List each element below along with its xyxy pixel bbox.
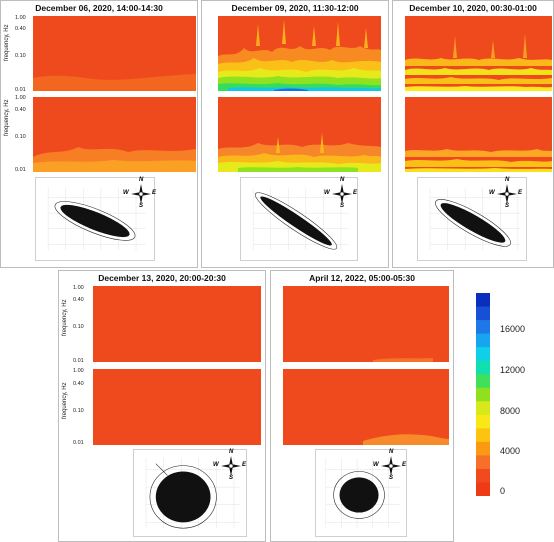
spectrogram-top <box>218 16 381 91</box>
colorbar-tick: 16000 <box>500 324 526 334</box>
colorbar-step <box>476 387 490 402</box>
compass-n: N <box>505 177 510 183</box>
compass-icon: N S W E <box>489 177 523 209</box>
orbit-plot: N S W E <box>240 177 358 261</box>
spectrogram-bottom <box>93 369 261 445</box>
panel-title: December 10, 2020, 00:30-01:00 <box>409 3 537 13</box>
compass-n: N <box>389 449 394 455</box>
colorbar-step <box>476 320 490 335</box>
colorbar-step <box>476 293 490 308</box>
compass-e: E <box>518 190 523 196</box>
panel-title: December 09, 2020, 11:30-12:00 <box>231 3 359 13</box>
panel-dec09: December 09, 2020, 11:30-12:00 <box>201 0 389 268</box>
compass-e: E <box>353 190 358 196</box>
orbit-plot: N S W E <box>35 177 157 261</box>
colorbar-step <box>476 414 490 429</box>
colorbar-step <box>476 374 490 389</box>
y-tick: 1.00 <box>15 95 26 101</box>
colorbar-tick: 8000 <box>500 406 521 416</box>
colorbar-gradient <box>476 293 490 497</box>
compass-icon: N S W E <box>324 177 358 209</box>
panel-apr12: April 12, 2022, 05:00-05:30 N S W E <box>270 270 454 542</box>
panel-title: April 12, 2022, 05:00-05:30 <box>309 273 415 283</box>
compass-n: N <box>229 449 234 455</box>
colorbar-step <box>476 306 490 321</box>
y-axis-label: frequency, Hz <box>4 99 10 136</box>
y-tick: 0.40 <box>15 26 26 32</box>
compass-e: E <box>152 190 157 196</box>
y-axis-label: frequency, Hz <box>4 24 10 61</box>
compass-n: N <box>340 177 345 183</box>
spectrogram-bottom <box>283 369 449 445</box>
colorbar-tick: 0 <box>500 486 506 496</box>
spectrogram-bottom <box>218 97 381 172</box>
compass-icon: N S W E <box>123 177 157 209</box>
compass-e: E <box>242 462 247 468</box>
orbit-plot: N S W E <box>417 177 527 261</box>
colorbar-step <box>476 482 490 497</box>
panel-dec13: December 13, 2020, 20:00-20:30 frequency… <box>58 270 266 542</box>
compass-s: S <box>229 475 234 481</box>
compass-e: E <box>402 462 407 468</box>
spectrogram-bottom <box>405 97 552 172</box>
colorbar-tick: 4000 <box>500 446 521 456</box>
compass-icon: N S W E <box>213 449 247 481</box>
compass-icon: N S W E <box>373 449 407 481</box>
panel-title: December 13, 2020, 20:00-20:30 <box>98 273 226 283</box>
compass-w: W <box>213 462 219 468</box>
y-tick: 0.10 <box>73 408 84 414</box>
compass-w: W <box>123 190 129 196</box>
colorbar-step <box>476 441 490 456</box>
panel-dec10: December 10, 2020, 00:30-01:00 <box>392 0 554 268</box>
spectrogram-bottom <box>33 97 196 172</box>
colorbar-step <box>476 428 490 443</box>
orbit-plot: N S W E <box>133 449 247 537</box>
y-tick: 0.40 <box>73 381 84 387</box>
y-axis-label: frequency, Hz <box>62 382 68 419</box>
y-tick: 1.00 <box>73 368 84 374</box>
spectrogram-top <box>283 286 449 362</box>
compass-n: N <box>139 177 144 183</box>
spectrogram-top <box>33 16 196 91</box>
y-tick: 0.10 <box>15 134 26 140</box>
colorbar <box>476 293 490 497</box>
colorbar-step <box>476 360 490 375</box>
compass-s: S <box>139 203 144 209</box>
spectrogram-top <box>405 16 552 91</box>
y-tick: 1.00 <box>15 15 26 21</box>
colorbar-step <box>476 455 490 470</box>
y-tick: 0.10 <box>15 53 26 59</box>
colorbar-step <box>476 333 490 348</box>
compass-s: S <box>505 203 510 209</box>
compass-w: W <box>373 462 379 468</box>
y-axis-label: frequency, Hz <box>62 299 68 336</box>
y-tick: 0.01 <box>15 167 26 173</box>
compass-s: S <box>389 475 394 481</box>
colorbar-step <box>476 347 490 362</box>
colorbar-step <box>476 468 490 483</box>
y-tick: 0.40 <box>15 107 26 113</box>
panel-title: December 06, 2020, 14:00-14:30 <box>35 3 163 13</box>
compass-s: S <box>340 203 345 209</box>
compass-w: W <box>324 190 330 196</box>
y-tick: 1.00 <box>73 285 84 291</box>
panel-dec06: December 06, 2020, 14:00-14:30 frequency… <box>0 0 198 268</box>
y-tick: 0.40 <box>73 297 84 303</box>
colorbar-step <box>476 401 490 416</box>
y-tick: 0.10 <box>73 324 84 330</box>
y-tick: 0.01 <box>73 440 84 446</box>
compass-w: W <box>489 190 495 196</box>
orbit-plot: N S W E <box>315 449 407 537</box>
colorbar-tick: 12000 <box>500 365 526 375</box>
y-tick: 0.01 <box>15 87 26 93</box>
y-tick: 0.01 <box>73 358 84 364</box>
spectrogram-top <box>93 286 261 362</box>
